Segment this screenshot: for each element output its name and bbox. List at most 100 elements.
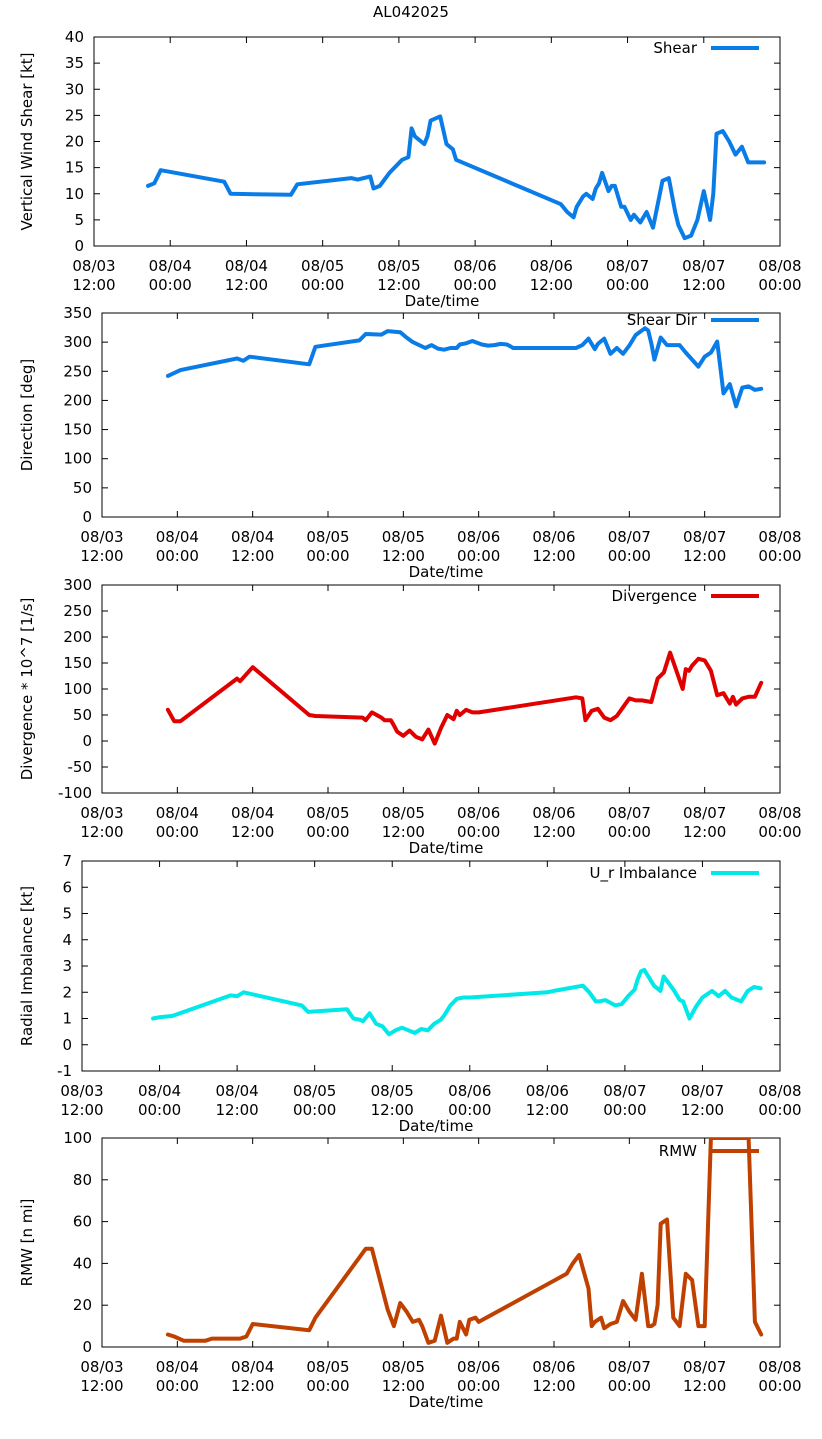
- y-axis-label: Radial Imbalance [kt]: [18, 886, 36, 1046]
- x-tick-label-date: 08/07: [683, 1358, 726, 1376]
- y-tick-label: 20: [73, 1296, 92, 1314]
- x-tick-label-date: 08/04: [156, 1358, 199, 1376]
- x-tick-label-date: 08/08: [758, 804, 801, 822]
- x-tick-label-date: 08/07: [603, 1082, 646, 1100]
- y-tick-label: 0: [82, 508, 92, 526]
- x-tick-label-date: 08/03: [72, 257, 115, 275]
- x-tick-label-time: 12:00: [683, 823, 726, 841]
- y-tick-label: 25: [65, 106, 84, 124]
- x-tick-label-date: 08/03: [80, 804, 123, 822]
- x-tick-label-time: 12:00: [681, 1101, 724, 1119]
- x-axis-label: Date/time: [409, 839, 484, 857]
- x-tick-label-date: 08/05: [371, 1082, 414, 1100]
- x-tick-label-time: 00:00: [156, 823, 199, 841]
- x-tick-label-time: 00:00: [306, 547, 349, 565]
- x-tick-label-date: 08/06: [453, 257, 496, 275]
- legend-label: U_r Imbalance: [589, 864, 697, 883]
- y-tick-label: 100: [63, 1129, 92, 1147]
- x-tick-label-time: 00:00: [448, 1101, 491, 1119]
- y-tick-label: 5: [62, 905, 72, 923]
- x-tick-label-date: 08/06: [457, 528, 500, 546]
- x-tick-label-time: 00:00: [608, 547, 651, 565]
- y-tick-label: 300: [63, 576, 92, 594]
- x-tick-label-time: 12:00: [231, 823, 274, 841]
- x-tick-label-date: 08/07: [608, 804, 651, 822]
- x-tick-label-date: 08/05: [306, 804, 349, 822]
- x-axis-label: Date/time: [399, 1117, 474, 1135]
- x-axis-label: Date/time: [409, 1393, 484, 1411]
- x-tick-label-time: 00:00: [457, 1377, 500, 1395]
- x-tick-label-date: 08/04: [156, 804, 199, 822]
- x-tick-label-date: 08/04: [231, 528, 274, 546]
- x-tick-label-date: 08/08: [758, 1358, 801, 1376]
- x-tick-label-date: 08/06: [448, 1082, 491, 1100]
- chart-panel-4: -10123456708/0312:0008/0400:0008/0412:00…: [18, 852, 802, 1135]
- x-tick-label-time: 12:00: [80, 1377, 123, 1395]
- chart-panel-3: -100-5005010015020025030008/0312:0008/04…: [18, 576, 802, 857]
- x-tick-label-date: 08/07: [683, 528, 726, 546]
- x-tick-label-time: 00:00: [758, 276, 801, 294]
- series-line-rmw: [165, 1138, 764, 1345]
- x-tick-label-date: 08/06: [530, 257, 573, 275]
- x-tick-label-date: 08/03: [60, 1082, 103, 1100]
- x-tick-label-time: 12:00: [382, 823, 425, 841]
- x-tick-label-time: 12:00: [682, 276, 725, 294]
- x-tick-label-time: 00:00: [758, 1101, 801, 1119]
- x-tick-label-time: 00:00: [138, 1101, 181, 1119]
- y-tick-label: 4: [62, 931, 72, 949]
- x-tick-label-date: 08/07: [682, 257, 725, 275]
- x-axis-label: Date/time: [409, 563, 484, 581]
- chart-panel-2: 05010015020025030035008/0312:0008/0400:0…: [18, 304, 802, 581]
- y-tick-label: 10: [65, 185, 84, 203]
- series-line-divergence: [165, 650, 764, 746]
- y-tick-label: 250: [63, 602, 92, 620]
- plot-frame: [101, 1137, 781, 1348]
- x-tick-label-time: 00:00: [293, 1101, 336, 1119]
- y-tick-label: 6: [62, 878, 72, 896]
- x-tick-label-time: 12:00: [60, 1101, 103, 1119]
- plot-frame: [101, 312, 781, 518]
- x-tick-label-date: 08/06: [532, 804, 575, 822]
- x-tick-label-date: 08/07: [608, 528, 651, 546]
- x-tick-label-time: 00:00: [306, 823, 349, 841]
- x-tick-label-time: 12:00: [72, 276, 115, 294]
- y-tick-label: 150: [63, 421, 92, 439]
- x-tick-label-date: 08/04: [156, 528, 199, 546]
- plot-frame: [81, 860, 781, 1072]
- x-tick-label-date: 08/06: [526, 1082, 569, 1100]
- x-tick-label-time: 00:00: [301, 276, 344, 294]
- y-tick-label: -100: [58, 784, 92, 802]
- figure-title: AL042025: [373, 3, 449, 21]
- legend-label: Shear: [653, 39, 697, 57]
- x-tick-label-time: 00:00: [457, 547, 500, 565]
- x-tick-label-time: 00:00: [156, 547, 199, 565]
- x-tick-label-date: 08/05: [382, 1358, 425, 1376]
- x-tick-label-time: 12:00: [231, 547, 274, 565]
- x-tick-label-time: 00:00: [453, 276, 496, 294]
- x-tick-label-time: 00:00: [156, 1377, 199, 1395]
- x-tick-label-date: 08/07: [606, 257, 649, 275]
- x-tick-label-time: 12:00: [532, 547, 575, 565]
- x-tick-label-time: 00:00: [608, 1377, 651, 1395]
- x-tick-label-date: 08/05: [377, 257, 420, 275]
- y-tick-label: 50: [73, 479, 92, 497]
- x-tick-label-date: 08/05: [306, 528, 349, 546]
- x-tick-label-date: 08/04: [215, 1082, 258, 1100]
- y-tick-label: 30: [65, 80, 84, 98]
- x-tick-label-time: 12:00: [526, 1101, 569, 1119]
- series-line-shear-dir: [165, 326, 764, 409]
- x-tick-label-date: 08/05: [382, 804, 425, 822]
- x-tick-label-time: 00:00: [758, 1377, 801, 1395]
- x-tick-label-date: 08/03: [80, 528, 123, 546]
- x-tick-label-time: 12:00: [80, 547, 123, 565]
- y-tick-label: 1: [62, 1010, 72, 1028]
- legend-label: Divergence: [612, 587, 697, 605]
- x-tick-label-time: 12:00: [683, 547, 726, 565]
- y-tick-label: 2: [62, 983, 72, 1001]
- x-tick-label-date: 08/04: [231, 804, 274, 822]
- y-tick-label: 100: [63, 680, 92, 698]
- y-axis-label: Vertical Wind Shear [kt]: [18, 52, 36, 230]
- x-tick-label-date: 08/07: [683, 804, 726, 822]
- x-tick-label-date: 08/06: [532, 528, 575, 546]
- x-tick-label-date: 08/08: [758, 257, 801, 275]
